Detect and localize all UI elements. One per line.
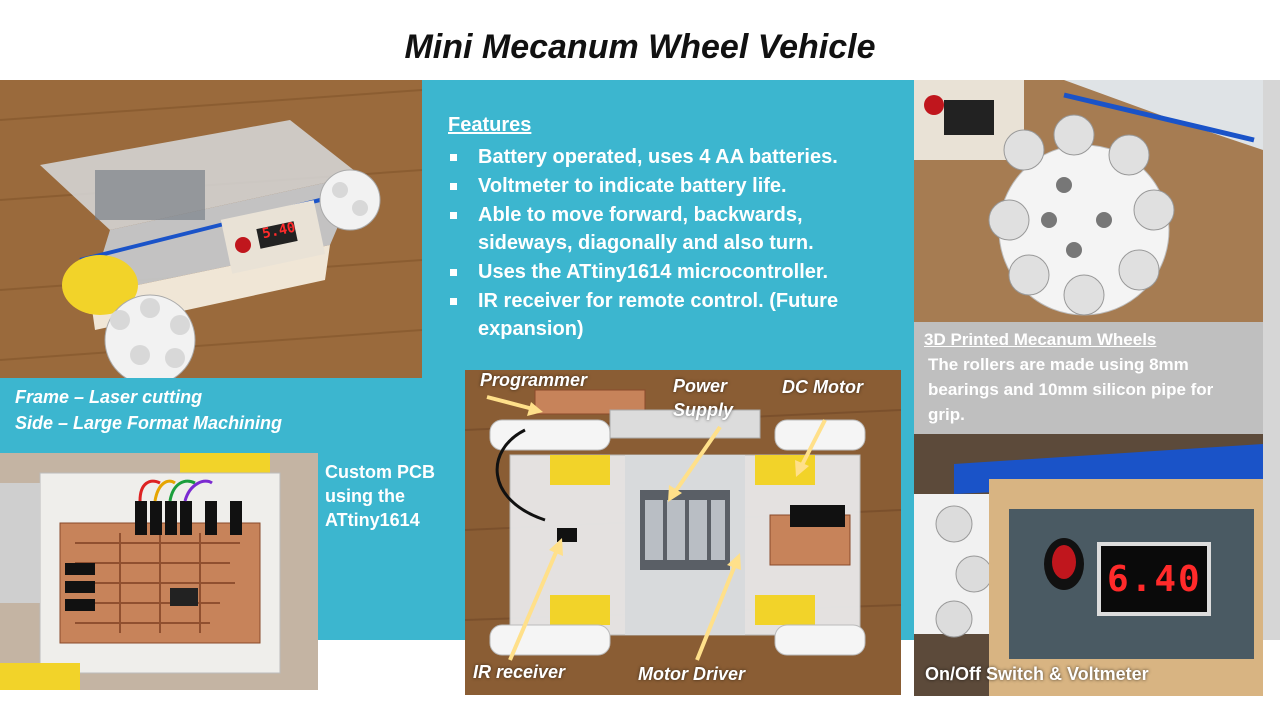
pcb-photo (0, 453, 318, 690)
features-list: Battery operated, uses 4 AA batteries. V… (448, 143, 898, 343)
feature-item: Voltmeter to indicate battery life. (448, 172, 898, 200)
arrow-dc-motor (795, 419, 827, 477)
label-programmer: Programmer (480, 370, 588, 390)
wheels-heading: 3D Printed Mecanum Wheels (924, 330, 1157, 349)
features-block: Features Battery operated, uses 4 AA bat… (448, 114, 898, 344)
vehicle-topdown-photo: Programmer Power Supply DC Motor IR rece… (465, 370, 901, 695)
wheels-caption: 3D Printed Mecanum Wheels The rollers ar… (924, 328, 1254, 427)
pcb-caption: Custom PCB using the ATtiny1614 (325, 462, 436, 530)
feature-item: Able to move forward, backwards, sideway… (448, 201, 898, 257)
annotation-arrows (486, 395, 827, 661)
voltmeter-display-large: 6.40 (1107, 559, 1202, 600)
frame-caption: Frame – Laser cutting Side – Large Forma… (15, 384, 435, 436)
bullet-icon (450, 183, 457, 190)
arrow-motor-driver (695, 553, 741, 661)
label-motor-driver: Motor Driver (638, 664, 746, 684)
switch-caption: On/Off Switch & Voltmeter (925, 664, 1149, 684)
arrow-ir-receiver (508, 538, 563, 661)
label-ir-receiver: IR receiver (473, 662, 566, 682)
feature-item: Battery operated, uses 4 AA batteries. (448, 143, 898, 171)
right-grey-strip (1263, 80, 1280, 640)
arrow-power-supply (668, 425, 722, 502)
wheels-caption-bg (914, 322, 1263, 434)
voltmeter-photo: 6.40 On/Off Switch & Voltmeter (914, 434, 1263, 696)
features-heading: Features (448, 114, 532, 136)
bullet-icon (450, 154, 457, 161)
bullet-icon (450, 298, 457, 305)
frame-caption-line1: Frame – Laser cutting (15, 387, 203, 407)
page-title: Mini Mecanum Wheel Vehicle (404, 28, 876, 66)
wheels-text: The rollers are made using 8mm bearings … (928, 355, 1214, 424)
label-dc-motor: DC Motor (782, 377, 863, 397)
arrow-programmer (486, 395, 543, 416)
frame-caption-line2: Side – Large Format Machining (15, 413, 283, 433)
bullet-icon (450, 212, 457, 219)
feature-item: IR receiver for remote control. (Future … (448, 287, 898, 343)
vehicle-photo: 5.40 (0, 80, 422, 378)
bullet-icon (450, 269, 457, 276)
feature-item: Uses the ATtiny1614 microcontroller. (448, 258, 898, 286)
mecanum-wheel-photo (914, 80, 1263, 322)
label-power-supply: Power Supply (673, 376, 734, 420)
